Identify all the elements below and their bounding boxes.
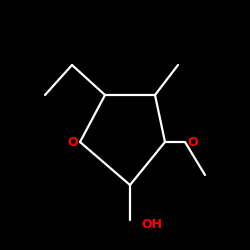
Text: OH: OH	[141, 218, 162, 232]
Text: O: O	[68, 136, 78, 148]
Text: O: O	[187, 136, 198, 148]
